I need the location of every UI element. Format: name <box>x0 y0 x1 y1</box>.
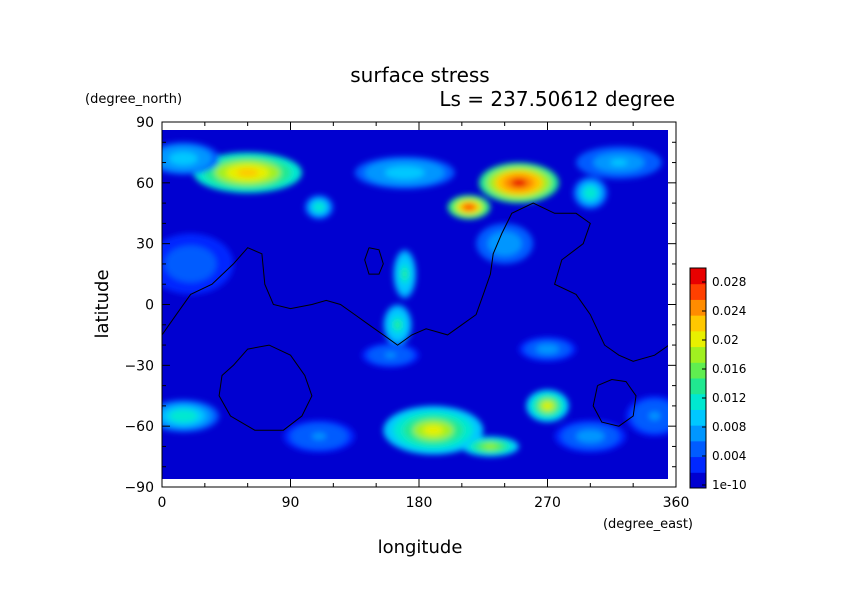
stress-hotspot-9 <box>402 269 408 279</box>
stress-hotspot-20 <box>648 411 661 421</box>
stress-hotspot-2 <box>610 159 628 166</box>
colorbar-tick-label: 0.004 <box>712 449 746 463</box>
stress-hotspot-4 <box>464 204 474 210</box>
colorbar-tick-label: 0.028 <box>712 275 746 289</box>
stress-hotspot-15 <box>543 402 552 410</box>
colorbar-tick-label: 0.008 <box>712 420 746 434</box>
colorbar-frame <box>689 267 707 489</box>
contour-line-2 <box>592 378 637 427</box>
stress-hotspot-11 <box>384 352 397 358</box>
y-axis-label: latitude <box>92 269 113 338</box>
colorbar-tick-label: 1e-10 <box>712 478 747 492</box>
stress-hotspot-19 <box>583 433 598 440</box>
colorbar-segment <box>690 425 706 442</box>
stress-hotspot-7 <box>316 204 322 210</box>
colorbar-tick-label: 0.016 <box>712 362 746 376</box>
colorbar-segment <box>690 268 706 285</box>
x-tick-label: 270 <box>534 495 561 511</box>
y-axis-ticks: 90 60 30 0 −30 −60 −90 <box>124 115 676 496</box>
colorbar-segment <box>690 346 706 363</box>
stress-hotspot-3 <box>510 178 527 187</box>
colorbar-segment <box>690 456 706 473</box>
colorbar-segment <box>690 362 706 379</box>
stress-hotspot-6 <box>586 189 594 197</box>
stress-hotspot-1 <box>176 155 191 162</box>
colorbar-tick-label: 0.024 <box>712 304 746 318</box>
colorbar-segment <box>690 393 706 410</box>
y-tick-label: 90 <box>136 115 154 131</box>
y-tick-label: 60 <box>136 176 154 192</box>
x-unit-label: (degree_east) <box>603 517 693 532</box>
chart-subtitle: Ls = 237.50612 degree <box>439 87 675 111</box>
stress-hotspot-0 <box>236 168 259 177</box>
stress-hotspot-12 <box>181 257 200 271</box>
colorbar-segment <box>690 315 706 332</box>
stress-hotspot-17 <box>176 412 191 420</box>
x-tick-label: 0 <box>158 495 167 511</box>
y-tick-label: −90 <box>124 480 154 496</box>
x-axis-label: longitude <box>378 537 463 558</box>
stress-hotspot-18 <box>311 433 327 440</box>
colorbar-segment <box>690 472 706 489</box>
x-axis-ticks: 0 90 180 270 360 <box>158 122 690 511</box>
x-tick-label: 360 <box>663 495 690 511</box>
colorbar-segment <box>690 330 706 348</box>
stress-hotspot-5 <box>394 169 415 176</box>
heatmap-field <box>162 142 668 457</box>
y-tick-label: 30 <box>136 237 154 253</box>
stress-hotspot-16 <box>484 444 497 449</box>
contour-line-0 <box>162 202 668 362</box>
contour-line-3 <box>364 247 384 275</box>
colorbar-segment <box>690 378 706 395</box>
contour-line-1 <box>218 344 313 431</box>
x-tick-label: 180 <box>406 495 433 511</box>
stress-hotspot-10 <box>394 320 401 329</box>
x-tick-label: 90 <box>282 495 300 511</box>
colorbar-tick-label: 0.02 <box>712 333 739 347</box>
colorbar-segment <box>690 299 706 316</box>
stress-hotspot-14 <box>423 425 444 436</box>
y-unit-label: (degree_north) <box>85 92 182 107</box>
colorbar: 0.028 0.024 0.02 0.016 0.012 0.008 0.004 1e-10 <box>689 267 747 492</box>
stress-hotspot-8 <box>498 239 511 248</box>
y-tick-label: −60 <box>124 419 154 435</box>
colorbar-segment <box>690 440 706 458</box>
colorbar-segment <box>690 409 706 426</box>
stress-hotspot-13 <box>541 346 554 352</box>
heatmap-area <box>162 130 668 479</box>
chart-title: surface stress <box>350 63 489 87</box>
coastline-contours <box>162 202 668 431</box>
colorbar-segment <box>690 283 706 300</box>
y-tick-label: 0 <box>145 298 154 314</box>
y-tick-label: −30 <box>124 358 154 374</box>
colorbar-tick-label: 0.012 <box>712 391 746 405</box>
